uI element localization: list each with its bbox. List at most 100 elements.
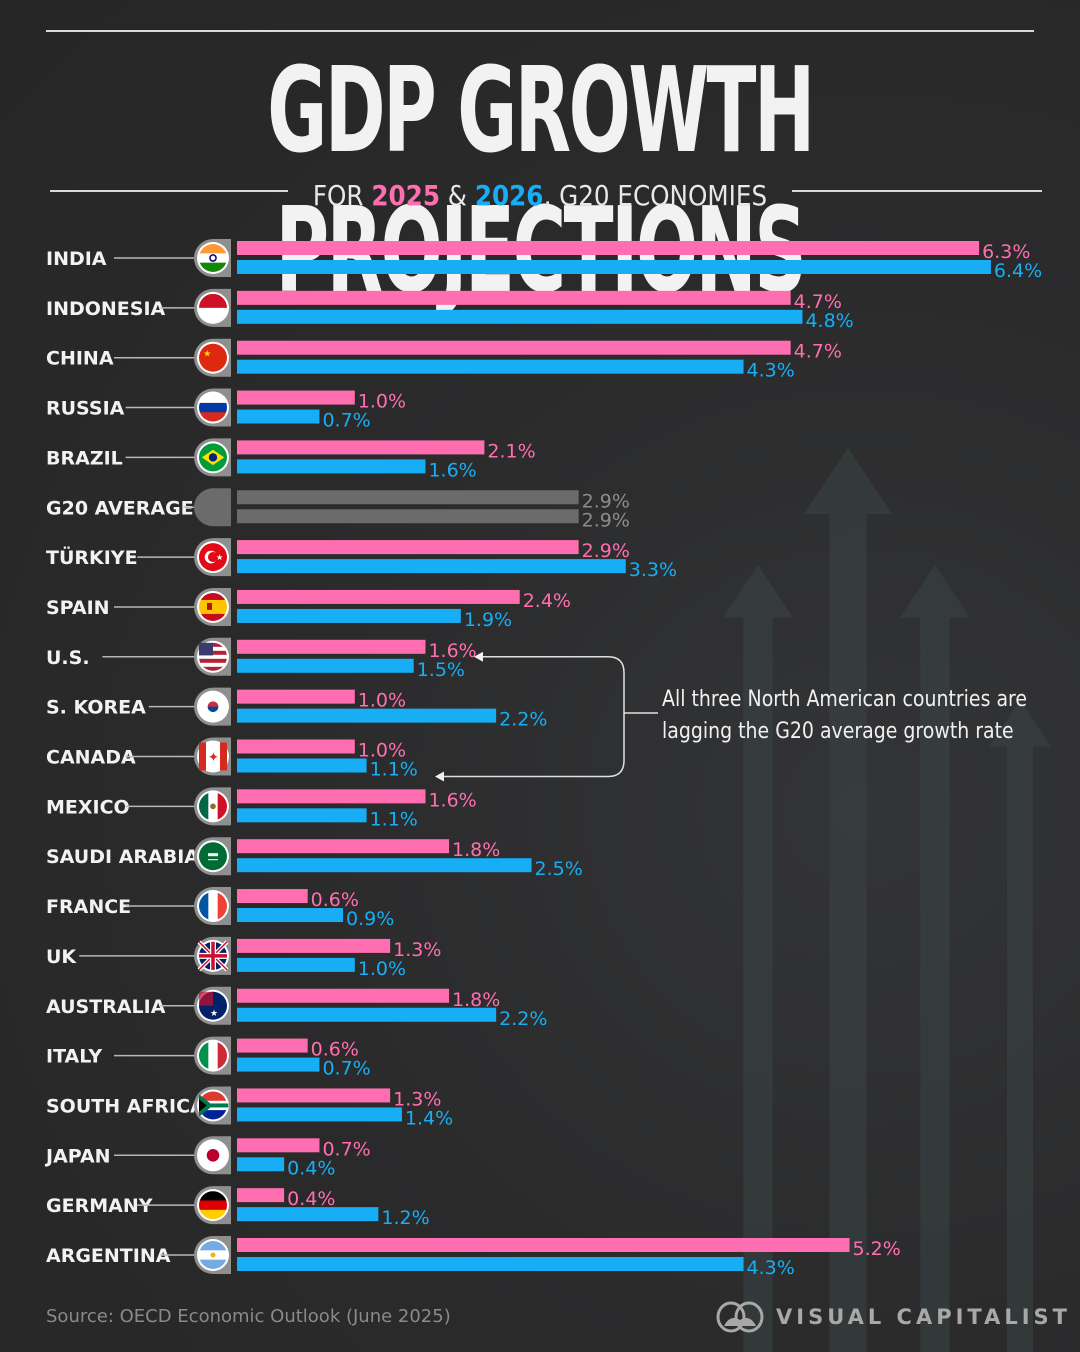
top-rule — [46, 30, 1034, 32]
bar-2025 — [237, 689, 355, 704]
country-label: FRANCE — [46, 896, 131, 918]
bar-2025 — [237, 440, 485, 455]
legend-2025: 2025 — [371, 179, 440, 212]
average-badge — [194, 488, 231, 527]
bar-2026 — [237, 908, 344, 923]
bar-2026 — [237, 608, 461, 623]
bar-2026 — [237, 808, 367, 823]
bar-2025 — [237, 490, 579, 505]
value-label-2026: 1.0% — [358, 958, 406, 980]
bar-2025 — [237, 290, 791, 305]
value-label-2026: 4.8% — [805, 310, 853, 332]
value-label-2025: 4.7% — [794, 341, 842, 363]
visual-capitalist-logo-icon — [716, 1301, 764, 1333]
brazil-flag-icon — [197, 441, 229, 474]
value-label-2025: 1.0% — [358, 391, 406, 413]
value-label-2025: 1.0% — [358, 690, 406, 712]
country-row: U.S. 1.6%1.5% — [46, 637, 477, 681]
china-flag-icon: ★ — [197, 341, 229, 374]
country-label: INDONESIA — [46, 298, 166, 320]
value-label-2026: 1.4% — [405, 1107, 453, 1129]
value-label-2025: 1.3% — [393, 1088, 441, 1110]
bar-2025 — [237, 639, 426, 654]
annotation-line-1: All three North American countries are — [662, 687, 1028, 712]
value-label-2026: 2.2% — [499, 1008, 547, 1030]
svg-text:★: ★ — [216, 553, 223, 562]
country-label: AUSTRALIA — [46, 996, 166, 1018]
country-label: CHINA — [46, 348, 114, 370]
svg-text:✦: ✦ — [208, 750, 219, 765]
bar-2025 — [237, 1038, 308, 1053]
mexico-flag-icon — [197, 790, 229, 823]
country-label: GERMANY — [46, 1195, 153, 1217]
subtitle-prefix: FOR — [312, 179, 372, 212]
value-label-2026: 0.4% — [287, 1157, 335, 1179]
country-row: INDONESIA 4.7%4.8% — [46, 288, 854, 332]
country-row: CHINA ★ 4.7%4.3% — [46, 338, 842, 382]
bar-2025 — [237, 988, 450, 1003]
bar-2026 — [237, 309, 803, 324]
value-label-2025: 6.3% — [982, 241, 1030, 263]
australia-flag-icon: ★ — [197, 989, 229, 1022]
value-label-2025: 1.0% — [358, 740, 406, 762]
value-label-2026: 2.9% — [582, 509, 630, 531]
bar-2026 — [237, 1107, 402, 1122]
value-label-2025: 5.2% — [853, 1238, 901, 1260]
bar-2026 — [237, 957, 355, 972]
value-label-2026: 4.3% — [747, 360, 795, 382]
value-label-2025: 0.7% — [322, 1138, 370, 1160]
value-label-2025: 0.6% — [311, 889, 359, 911]
country-row: MEXICO 1.6% 1.1% — [46, 787, 477, 830]
subtitle-rule-left — [50, 190, 288, 192]
value-label-2026: 1.6% — [428, 459, 476, 481]
background-arrow-shape — [804, 448, 892, 1352]
svg-text:★: ★ — [210, 1008, 218, 1018]
uk-flag-icon — [197, 939, 229, 972]
value-label-2025: 4.7% — [794, 291, 842, 313]
bar-2025 — [237, 390, 355, 405]
saudi-arabia-flag-icon — [197, 840, 229, 873]
annotation-bracket — [435, 651, 658, 782]
subtitle-suffix: , G20 ECONOMIES — [543, 179, 768, 212]
bar-2026 — [237, 459, 426, 474]
bar-2026 — [237, 1207, 379, 1222]
country-label: SAUDI ARABIA — [46, 846, 199, 868]
italy-flag-icon — [197, 1039, 229, 1072]
country-label: ITALY — [46, 1046, 102, 1068]
bar-2026 — [237, 509, 579, 524]
value-label-2025: 1.6% — [428, 640, 476, 662]
value-label-2025: 1.6% — [428, 789, 476, 811]
south-korea-flag-icon — [197, 690, 229, 723]
country-row: TÜRKIYE ★ 2.9%3.3% — [46, 538, 677, 581]
country-label: BRAZIL — [46, 447, 123, 469]
bar-2025 — [237, 938, 391, 953]
background-arrows — [723, 448, 1051, 1352]
bar-2025 — [237, 839, 450, 854]
bar-2025 — [237, 540, 579, 555]
bar-2025 — [237, 789, 426, 804]
bar-2026 — [237, 1157, 285, 1172]
turkiye-flag-icon: ★ — [197, 541, 229, 574]
country-label: S. KOREA — [46, 697, 146, 719]
country-label: JAPAN — [44, 1145, 111, 1167]
value-label-2025: 1.8% — [452, 839, 500, 861]
annotation-text: All three North American countries are l… — [662, 684, 1027, 748]
country-row: FRANCE 0.6%0.9% — [46, 887, 394, 930]
value-label-2025: 2.1% — [487, 440, 535, 462]
country-row: AUSTRALIA ★ 1.8%2.2% — [46, 986, 547, 1030]
value-label-2026: 6.4% — [994, 260, 1042, 282]
country-label: SPAIN — [46, 597, 110, 619]
value-label-2026: 0.7% — [322, 1058, 370, 1080]
bar-2026 — [237, 1257, 744, 1271]
country-row: UK 1.3%1.0% — [46, 936, 441, 980]
country-label: G20 AVERAGE — [46, 497, 194, 519]
russia-flag-icon — [197, 391, 229, 424]
us-flag-icon — [197, 640, 229, 673]
country-row: SAUDI ARABIA 1.8% 2.5% — [46, 837, 583, 880]
country-row: RUSSIA 1.0%0.7% — [46, 388, 406, 432]
value-label-2026: 2.5% — [535, 858, 583, 880]
bar-2026 — [237, 658, 414, 673]
value-label-2026: 3.3% — [629, 559, 677, 581]
svg-text:★: ★ — [203, 349, 211, 359]
value-label-2025: 2.4% — [523, 590, 571, 612]
